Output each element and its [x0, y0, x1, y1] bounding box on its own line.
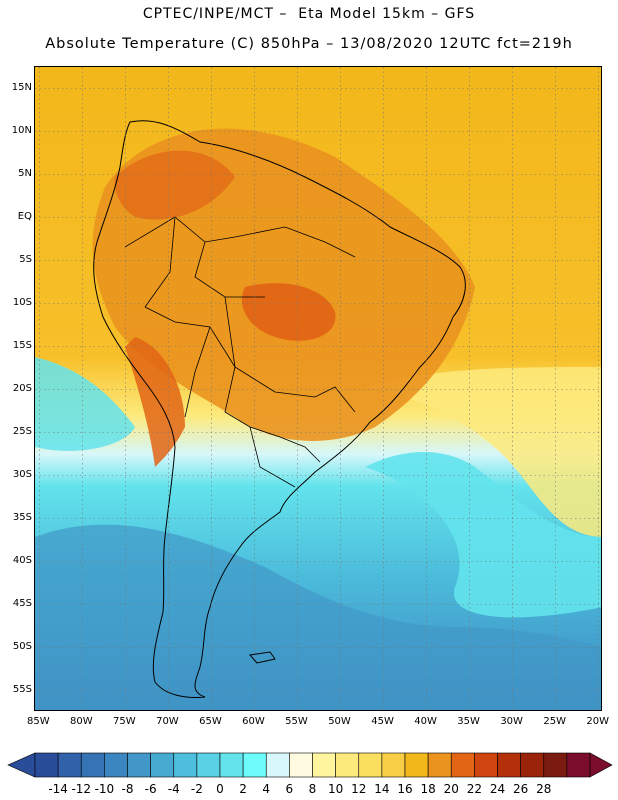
- longitude-tick-label: 40W: [414, 716, 437, 727]
- map-canvas: [35, 67, 601, 710]
- colorbar-swatch: [34, 752, 59, 778]
- temperature-field-north-hot: [114, 150, 235, 220]
- colorbar-tick-label: -8: [121, 782, 134, 796]
- colorbar-swatch: [265, 752, 290, 778]
- colorbar-swatch: [173, 752, 198, 778]
- latitude-tick-label: EQ: [17, 210, 32, 222]
- colorbar-swatch: [358, 752, 383, 778]
- temperature-field-pacific-cold: [35, 357, 135, 451]
- colorbar-swatch: [404, 752, 429, 778]
- colorbar-swatch: [80, 752, 105, 778]
- longitude-tick-label: 70W: [156, 716, 179, 727]
- colorbar-swatch: [104, 752, 128, 778]
- temperature-field-atlantic-warm: [365, 367, 601, 537]
- colorbar-swatch: [381, 752, 406, 778]
- colorbar-tick-label: -10: [94, 782, 115, 796]
- temperature-colorbar: [7, 752, 613, 778]
- longitude-tick-label: 65W: [199, 716, 222, 727]
- colorbar-tick-label: -4: [167, 782, 180, 796]
- colorbar-tick-label: 6: [285, 782, 294, 796]
- colorbar-swatch: [335, 752, 360, 778]
- map-panel[interactable]: [34, 66, 602, 711]
- longitude-tick-label: 75W: [113, 716, 136, 727]
- colorbar-tick-label: 20: [443, 782, 459, 796]
- longitude-tick-label: 60W: [242, 716, 265, 727]
- latitude-tick-label: 5N: [18, 167, 32, 179]
- latitude-tick-label: 10N: [11, 124, 32, 136]
- south-america-coastline: [93, 120, 466, 698]
- map-subtitle: Absolute Temperature (C) 850hPa – 13/08/…: [45, 36, 573, 52]
- latitude-tick-label: 15S: [12, 339, 32, 351]
- temperature-field-southern-cold: [35, 524, 601, 710]
- colorbar-swatch: [427, 752, 452, 778]
- latitude-tick-label: 20S: [12, 382, 32, 394]
- colorbar-tick-label: 12: [351, 782, 367, 796]
- colorbar-swatch: [543, 752, 568, 778]
- colorbar-tick-label: -2: [190, 782, 203, 796]
- latitude-tick-label: 10S: [12, 296, 32, 308]
- colorbar-tick-label: 4: [262, 782, 271, 796]
- colorbar-swatch: [150, 752, 175, 778]
- colorbar-swatch: [474, 752, 498, 778]
- colorbar-swatch: [497, 752, 521, 778]
- colorbar-tick-label: 10: [327, 782, 344, 796]
- colorbar-tick-label: -12: [71, 782, 92, 796]
- longitude-tick-label: 35W: [457, 716, 480, 727]
- colorbar-tick-label: -14: [48, 782, 68, 796]
- country-borders: [124, 216, 356, 488]
- latitude-tick-label: 55S: [12, 683, 32, 695]
- latitude-tick-label: 5S: [19, 253, 32, 265]
- longitude-tick-label: 25W: [543, 716, 566, 727]
- longitude-tick-label: 50W: [328, 716, 351, 727]
- colorbar-swatch: [219, 752, 244, 778]
- latitude-tick-label: 25S: [12, 425, 32, 437]
- latitude-tick-label: 40S: [12, 554, 32, 566]
- colorbar-swatch: [127, 752, 151, 778]
- colorbar-tick-label: 24: [489, 782, 506, 796]
- colorbar-over-arrow: [589, 752, 613, 778]
- longitude-tick-label: 85W: [26, 716, 50, 727]
- longitude-tick-label: 80W: [70, 716, 93, 727]
- colorbar-swatch: [312, 752, 336, 778]
- colorbar-under-arrow: [7, 752, 36, 778]
- latitude-tick-label: 50S: [12, 640, 32, 652]
- colorbar-swatch: [196, 752, 221, 778]
- latitude-tick-label: 15N: [11, 81, 32, 93]
- colorbar-swatch: [242, 752, 267, 778]
- gridlines: [35, 67, 601, 710]
- falklands-islands: [249, 651, 276, 664]
- colorbar-swatch: [289, 752, 313, 778]
- latitude-tick-label: 45S: [12, 597, 32, 609]
- longitude-tick-label: 20W: [586, 716, 609, 727]
- colorbar-tick-label: 16: [397, 782, 413, 796]
- longitude-tick-label: 55W: [285, 716, 308, 727]
- latitude-tick-label: 35S: [12, 511, 32, 523]
- colorbar-swatch: [520, 752, 545, 778]
- colorbar-tick-label: -6: [144, 782, 157, 796]
- colorbar-tick-label: 2: [239, 782, 247, 796]
- map-title: CPTEC/INPE/MCT – Eta Model 15km – GFS: [142, 6, 476, 22]
- colorbar-tick-label: 28: [536, 782, 552, 796]
- temperature-field-cool-tongue: [365, 452, 601, 618]
- colorbar-tick-label: 0: [216, 782, 224, 796]
- colorbar-swatch: [450, 752, 475, 778]
- longitude-tick-label: 30W: [500, 716, 523, 727]
- temperature-field-andes-hot: [125, 337, 185, 467]
- temperature-field-core-hot: [241, 283, 336, 341]
- colorbar-tick-label: 18: [420, 782, 436, 796]
- colorbar-tick-label: 8: [308, 782, 317, 796]
- longitude-tick-label: 45W: [371, 716, 394, 727]
- latitude-tick-label: 30S: [12, 468, 32, 480]
- colorbar-swatch: [566, 752, 591, 778]
- colorbar-tick-label: 26: [512, 782, 529, 796]
- colorbar-swatch: [57, 752, 82, 778]
- colorbar-tick-label: 22: [466, 782, 483, 796]
- colorbar-tick-label: 14: [374, 782, 390, 796]
